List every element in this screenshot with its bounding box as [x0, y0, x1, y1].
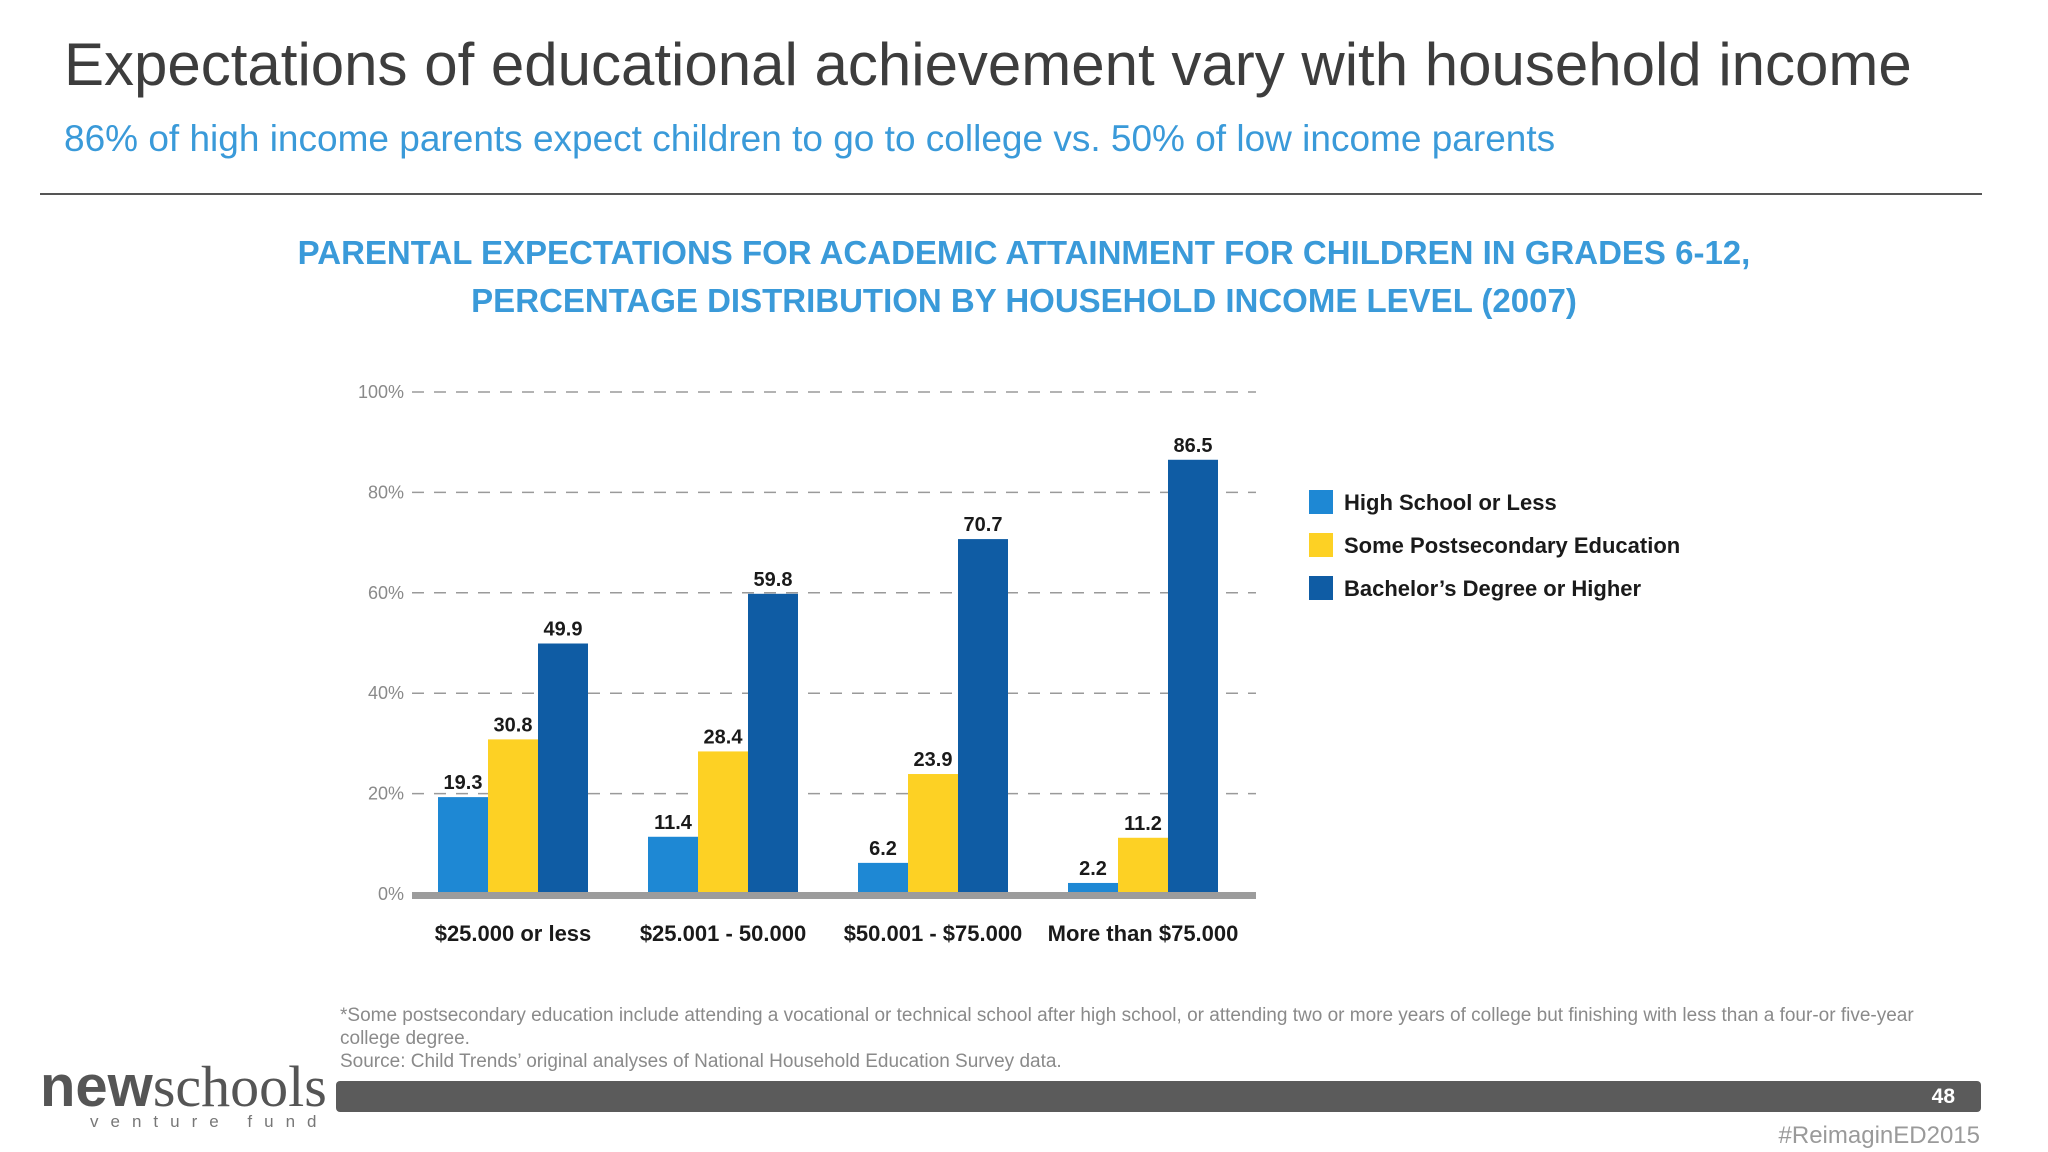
logo-tagline: venture fund — [90, 1112, 329, 1131]
data-label: 19.3 — [444, 772, 483, 794]
data-label: 70.7 — [964, 514, 1003, 536]
footer-bar: 48 — [336, 1081, 1981, 1112]
bar-chart: 0% 20% 40% 60% 80% 100% 19.3 30.8 49.9 $25.000 or… — [358, 382, 1680, 946]
legend-swatch — [1309, 490, 1333, 514]
newschools-logo: newschools — [40, 1058, 327, 1116]
chart-title-line-1: PARENTAL EXPECTATIONS FOR ACADEMIC ATTAI… — [297, 234, 1751, 271]
logo-bold-text: new — [40, 1054, 153, 1119]
bar — [698, 751, 748, 894]
y-tick-label: 100% — [358, 382, 404, 402]
chart-title-line-2: PERCENTAGE DISTRIBUTION BY HOUSEHOLD INC… — [471, 282, 1577, 319]
footnote-definition: *Some postsecondary education include at… — [340, 1005, 1914, 1049]
bar — [958, 539, 1008, 894]
y-tick-label: 0% — [378, 884, 404, 904]
data-label: 6.2 — [869, 838, 897, 860]
bar — [1168, 459, 1218, 894]
bar — [748, 593, 798, 894]
bar — [488, 739, 538, 894]
legend-label: Some Postsecondary Education — [1344, 533, 1680, 558]
data-label: 86.5 — [1174, 435, 1213, 457]
legend-label: Bachelor’s Degree or Higher — [1344, 576, 1642, 601]
footnote: *Some postsecondary education include at… — [340, 1004, 1960, 1073]
bar — [1118, 837, 1168, 894]
y-tick-label: 20% — [368, 784, 404, 804]
page-number: 48 — [1931, 1085, 1955, 1108]
bar — [858, 862, 908, 894]
bar — [648, 836, 698, 894]
legend-swatch — [1309, 533, 1333, 557]
legend-swatch — [1309, 576, 1333, 600]
data-label: 59.8 — [754, 569, 793, 591]
data-label: 23.9 — [914, 749, 953, 771]
footnote-source: Source: Child Trends’ original analyses … — [340, 1051, 1062, 1072]
bar — [908, 774, 958, 894]
logo-serif-text: schools — [152, 1054, 327, 1119]
data-label: 11.4 — [654, 812, 693, 834]
data-label: 49.9 — [544, 619, 583, 641]
x-category-label: $25.000 or less — [435, 921, 592, 946]
hashtag: #ReimaginED2015 — [1778, 1122, 1980, 1149]
data-label: 11.2 — [1124, 813, 1162, 835]
y-tick-label: 60% — [368, 583, 404, 603]
x-category-label: $50.001 - $75.000 — [844, 921, 1023, 946]
page-subtitle: 86% of high income parents expect childr… — [64, 118, 1556, 159]
bar — [1068, 882, 1118, 894]
title-divider — [40, 193, 1982, 195]
page-title: Expectations of educational achievement … — [64, 31, 1912, 98]
data-label: 30.8 — [494, 714, 533, 736]
x-category-label: $25.001 - 50.000 — [640, 921, 806, 946]
bar — [438, 797, 488, 894]
x-category-label: More than $75.000 — [1048, 921, 1239, 946]
y-tick-label: 80% — [368, 482, 404, 502]
data-label: 28.4 — [704, 726, 744, 748]
bar — [538, 643, 588, 894]
legend-label: High School or Less — [1344, 490, 1557, 515]
y-tick-label: 40% — [368, 683, 404, 703]
x-axis-baseline — [412, 892, 1256, 899]
data-label: 2.2 — [1079, 858, 1107, 880]
